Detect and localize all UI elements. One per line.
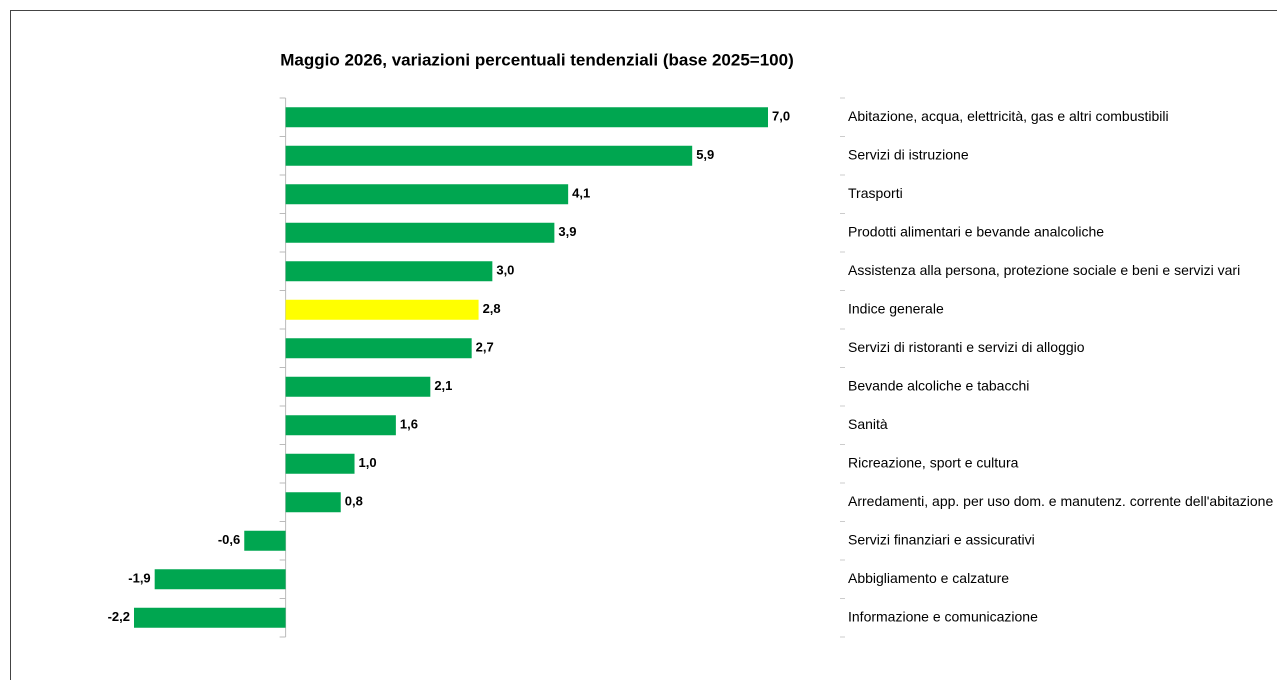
value-label: 2,8: [483, 301, 501, 316]
bar: [285, 145, 693, 166]
bar: [285, 415, 396, 436]
category-label: Trasporti: [848, 185, 903, 201]
bar: [134, 607, 286, 628]
value-label: 7,0: [772, 109, 790, 124]
chart-title: Maggio 2026, variazioni percentuali tend…: [280, 50, 794, 69]
bar: [244, 530, 286, 551]
category-label: Bevande alcoliche e tabacchi: [848, 377, 1029, 393]
category-label: Abitazione, acqua, elettricità, gas e al…: [848, 108, 1169, 124]
bar: [285, 107, 768, 128]
category-label: Servizi di ristoranti e servizi di allog…: [848, 339, 1085, 355]
value-label: 3,9: [558, 224, 576, 239]
category-label: Prodotti alimentari e bevande analcolich…: [848, 223, 1104, 239]
value-label: 2,7: [476, 340, 494, 355]
bar: [285, 261, 493, 282]
bar: [154, 569, 286, 590]
category-label: Ricreazione, sport e cultura: [848, 454, 1019, 470]
value-label: 5,9: [696, 147, 714, 162]
bar: [285, 338, 472, 359]
value-label: -1,9: [128, 571, 150, 586]
value-label: 1,0: [359, 455, 377, 470]
bar: [285, 299, 479, 320]
value-label: 1,6: [400, 417, 418, 432]
bar: [285, 453, 355, 474]
category-label: Abbigliamento e calzature: [848, 570, 1009, 586]
category-label: Sanità: [848, 416, 888, 432]
bar: [285, 376, 431, 397]
bar: [285, 184, 569, 205]
category-label: Informazione e comunicazione: [848, 608, 1038, 624]
category-label: Assistenza alla persona, protezione soci…: [848, 262, 1240, 278]
value-label: 0,8: [345, 494, 363, 509]
value-label: 3,0: [496, 263, 514, 278]
bar: [285, 492, 341, 513]
value-label: 4,1: [572, 186, 590, 201]
value-label: -0,6: [218, 532, 240, 547]
value-label: 2,1: [434, 378, 452, 393]
category-label: Servizi finanziari e assicurativi: [848, 531, 1035, 547]
category-label: Servizi di istruzione: [848, 146, 969, 162]
category-label: Indice generale: [848, 300, 944, 316]
category-label: Arredamenti, app. per uso dom. e manuten…: [848, 493, 1273, 509]
bar: [285, 222, 555, 243]
value-label: -2,2: [108, 609, 130, 624]
